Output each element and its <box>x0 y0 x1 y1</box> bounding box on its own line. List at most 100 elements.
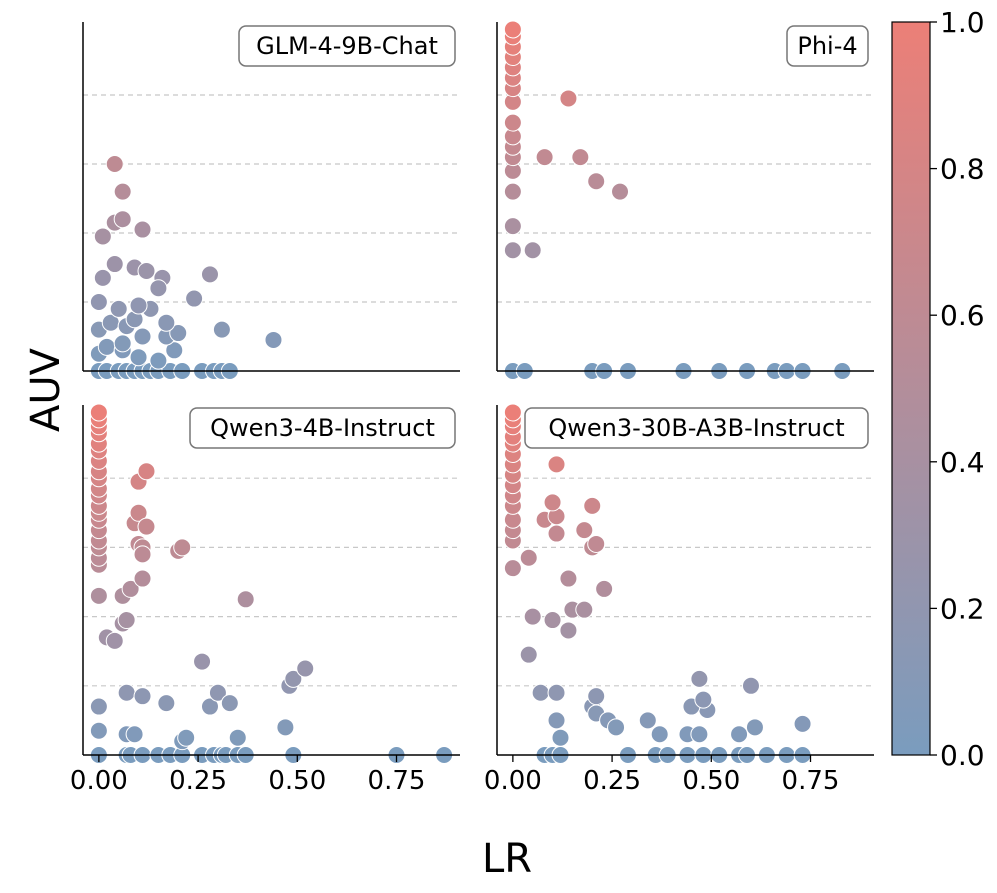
x-tick-label: 0.50 <box>268 766 326 796</box>
data-point <box>129 348 148 367</box>
data-point <box>543 493 562 512</box>
data-point <box>690 725 709 744</box>
data-point <box>129 296 148 315</box>
data-point <box>137 261 156 280</box>
data-point <box>105 255 124 274</box>
data-point <box>559 89 578 108</box>
data-point <box>89 586 108 605</box>
data-point <box>157 313 176 332</box>
data-point <box>547 524 566 543</box>
data-point <box>193 652 212 671</box>
data-point <box>169 324 188 343</box>
data-point <box>125 725 144 744</box>
data-point <box>575 521 594 540</box>
data-point <box>93 227 112 246</box>
data-point <box>587 534 606 553</box>
panel-title-text: Phi-4 <box>797 32 857 60</box>
x-tick-label: 0.25 <box>169 766 227 796</box>
data-point <box>503 403 522 422</box>
data-point <box>611 182 630 201</box>
data-point <box>650 725 669 744</box>
data-point <box>587 172 606 191</box>
data-point <box>583 496 602 515</box>
data-point <box>523 607 542 626</box>
data-point <box>177 728 196 747</box>
data-point <box>607 718 626 737</box>
panel-title-box: GLM-4-9B-Chat <box>238 25 456 67</box>
data-point <box>165 341 184 360</box>
panel-title-box: Qwen3-4B-Instruct <box>189 407 456 449</box>
data-point <box>133 569 152 588</box>
data-point <box>173 538 192 557</box>
data-point <box>519 548 538 567</box>
data-point <box>559 621 578 640</box>
data-point <box>690 669 709 688</box>
data-point <box>547 455 566 474</box>
data-point <box>730 725 749 744</box>
data-point <box>105 631 124 650</box>
data-point <box>97 337 116 356</box>
data-point <box>93 268 112 287</box>
data-point <box>571 148 590 167</box>
data-point <box>276 718 295 737</box>
data-point <box>208 683 227 702</box>
data-point <box>109 299 128 318</box>
data-point <box>133 545 152 564</box>
data-point <box>523 241 542 260</box>
colorbar: 0.0 0.2 0.4 0.6 0.8 1.0 <box>891 6 985 772</box>
data-point <box>503 241 522 260</box>
data-point <box>741 676 760 695</box>
y-axis-title: AUV <box>23 347 69 432</box>
panel-title-box: Qwen3-30B-A3B-Instruct <box>524 407 869 449</box>
data-point <box>200 697 219 716</box>
data-point <box>113 182 132 201</box>
data-point <box>535 148 554 167</box>
data-point <box>117 611 136 630</box>
data-point <box>694 690 713 709</box>
data-point <box>105 155 124 173</box>
data-point <box>284 669 303 688</box>
data-point <box>228 728 247 747</box>
data-point <box>543 611 562 630</box>
data-point <box>89 697 108 716</box>
panel-title-text: Qwen3-4B-Instruct <box>210 414 435 442</box>
panel-title-box: Phi-4 <box>786 25 869 67</box>
data-point <box>296 659 315 678</box>
panel-title-text: Qwen3-30B-A3B-Instruct <box>548 414 844 442</box>
x-tick-label: 0.00 <box>70 766 128 796</box>
x-tick-label: 0.75 <box>368 766 426 796</box>
data-point <box>149 351 168 370</box>
colorbar-tick-label: 0.4 <box>940 446 985 479</box>
panel-phi-4: Phi-4 <box>496 20 874 380</box>
data-point <box>137 462 156 481</box>
x-tick-label: 0.25 <box>583 766 641 796</box>
data-point <box>638 711 657 730</box>
data-point <box>212 320 231 339</box>
data-point <box>793 714 812 733</box>
data-point <box>519 645 538 664</box>
colorbar-tick-label: 0.0 <box>940 739 985 772</box>
data-point <box>89 293 108 311</box>
data-point <box>121 579 140 598</box>
data-point <box>264 330 283 349</box>
data-point <box>595 579 614 598</box>
data-point <box>503 113 522 132</box>
data-point <box>220 694 239 713</box>
data-point <box>113 334 132 353</box>
data-point <box>117 683 136 702</box>
panel-glm-4-9b-chat: GLM-4-9B-Chat <box>82 22 460 380</box>
data-point <box>559 569 578 588</box>
colorbar-gradient <box>891 21 931 756</box>
x-tick-label: 0.75 <box>782 766 840 796</box>
colorbar-tick-label: 0.8 <box>940 153 985 186</box>
data-point <box>129 503 148 522</box>
x-tick-label: 0.50 <box>682 766 740 796</box>
data-point <box>133 327 152 346</box>
colorbar-tick-label: 0.2 <box>940 592 985 625</box>
data-point <box>531 683 550 702</box>
data-point <box>503 182 522 201</box>
panel-qwen3-30b-a3b-instruct: Qwen3-30B-A3B-Instruct <box>496 403 874 764</box>
data-point <box>113 210 132 229</box>
data-point <box>587 687 606 706</box>
